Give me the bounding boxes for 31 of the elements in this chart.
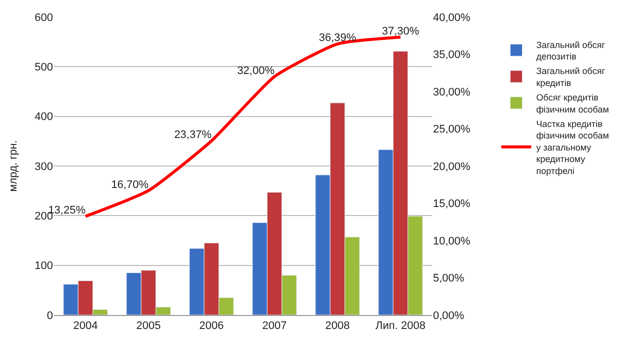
x-tick-label: 2004 <box>73 320 98 332</box>
y2-tick-label: 40,00% <box>433 12 471 24</box>
data-label: 37,30% <box>382 25 420 38</box>
y2-tick-label: 15,00% <box>433 198 471 210</box>
y2-tick-label: 5,00% <box>433 272 464 285</box>
legend-label: Загальний обсяг депозитів <box>536 40 606 62</box>
legend-label: Обсяг кредитів фізичним особам <box>536 92 609 114</box>
y-tick-label: 0 <box>46 310 53 322</box>
y-axis-title: млрд. грн. <box>7 140 20 192</box>
y2-tick-label: 0,00% <box>433 310 464 322</box>
y2-tick-label: 30,00% <box>433 86 471 98</box>
legend-label: Загальний обсяг кредитів <box>536 66 606 88</box>
y-tick-label: 500 <box>34 62 53 74</box>
y-tick-label: 300 <box>34 160 53 173</box>
y-tick-label: 100 <box>34 260 53 272</box>
y-tick-label: 600 <box>34 12 53 24</box>
y2-tick-label: 35,00% <box>433 49 471 62</box>
x-tick-label: 2006 <box>199 320 224 332</box>
y2-tick-label: 20,00% <box>433 160 471 173</box>
data-label: 32,00% <box>237 64 275 77</box>
x-tick-label: 2005 <box>136 320 161 332</box>
x-tick-label: Лип. 2008 <box>376 320 426 332</box>
legend-label: Частка кредитів фізичним особам у загальному кредитному портфелі <box>536 118 609 176</box>
y2-tick-label: 10,00% <box>433 235 471 248</box>
data-label: 16,70% <box>111 178 149 191</box>
y2-tick-label: 25,00% <box>433 124 471 136</box>
data-label: 23,37% <box>174 129 212 142</box>
x-tick-label: 2008 <box>325 320 350 332</box>
data-label: 36,39% <box>318 32 356 44</box>
x-tick-label: 2007 <box>262 320 287 332</box>
y-tick-label: 400 <box>34 111 53 124</box>
